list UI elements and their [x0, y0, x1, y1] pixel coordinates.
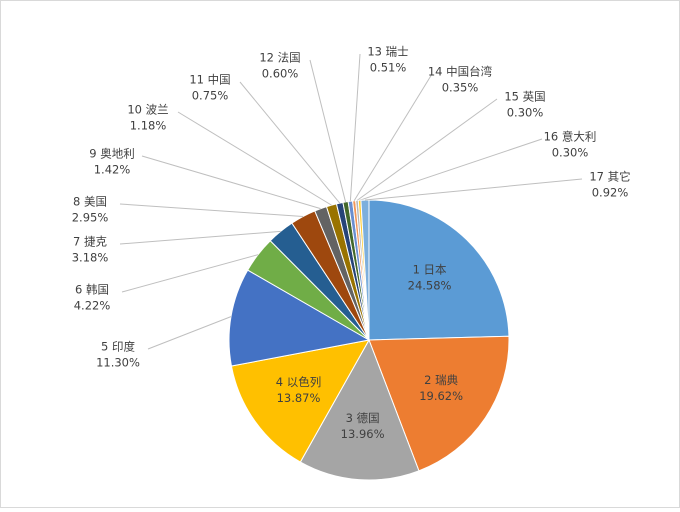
- pie-slice: [368, 199, 510, 341]
- value-label: 1.18%: [130, 119, 167, 133]
- leader-line: [147, 316, 232, 350]
- value-label: 0.51%: [370, 61, 407, 75]
- category-label: 13 瑞士: [367, 45, 408, 59]
- value-label: 0.35%: [442, 81, 479, 95]
- category-label: 1 日本: [413, 262, 447, 276]
- category-label: 17 其它: [589, 170, 630, 184]
- leader-line: [356, 98, 498, 201]
- leader-line: [239, 81, 341, 204]
- category-label: 16 意大利: [544, 130, 597, 144]
- value-label: 13.87%: [277, 391, 321, 405]
- leader-line: [364, 178, 583, 201]
- category-label: 7 捷克: [73, 235, 107, 249]
- value-label: 0.30%: [552, 146, 589, 160]
- value-label: 1.42%: [94, 163, 131, 177]
- value-label: 0.60%: [262, 67, 299, 81]
- category-label: 8 美国: [73, 195, 107, 209]
- category-label: 6 韩国: [75, 283, 109, 297]
- pie-slice: [368, 335, 510, 472]
- leader-line: [141, 155, 321, 210]
- pie-slice: [299, 338, 420, 481]
- leader-line: [121, 254, 259, 293]
- category-label: 10 波兰: [127, 103, 168, 117]
- value-label: 3.18%: [72, 251, 109, 265]
- leader-line: [349, 53, 361, 202]
- leader-line: [353, 73, 433, 202]
- leader-line: [177, 111, 332, 206]
- leader-line: [309, 59, 347, 203]
- value-label: 0.92%: [592, 186, 629, 200]
- value-label: 24.58%: [408, 278, 452, 292]
- leader-line: [119, 203, 304, 217]
- category-label: 9 奥地利: [89, 147, 134, 161]
- category-label: 15 英国: [504, 90, 545, 104]
- value-label: 0.30%: [507, 106, 544, 120]
- value-label: 2.95%: [72, 211, 109, 225]
- value-label: 11.30%: [96, 356, 140, 370]
- pie-slice: [228, 269, 371, 367]
- category-label: 4 以色列: [276, 375, 321, 389]
- category-label: 5 印度: [101, 340, 135, 354]
- category-label: 11 中国: [189, 73, 230, 87]
- leader-line: [119, 230, 281, 245]
- category-label: 12 法国: [259, 51, 300, 65]
- leader-line: [359, 138, 543, 201]
- category-label: 14 中国台湾: [428, 65, 493, 79]
- value-label: 13.96%: [341, 427, 385, 441]
- value-label: 4.22%: [74, 299, 111, 313]
- pie-slice: [230, 339, 370, 463]
- category-label: 2 瑞典: [424, 373, 458, 387]
- value-label: 0.75%: [192, 89, 229, 103]
- value-label: 19.62%: [419, 389, 463, 403]
- category-label: 3 德国: [346, 411, 380, 425]
